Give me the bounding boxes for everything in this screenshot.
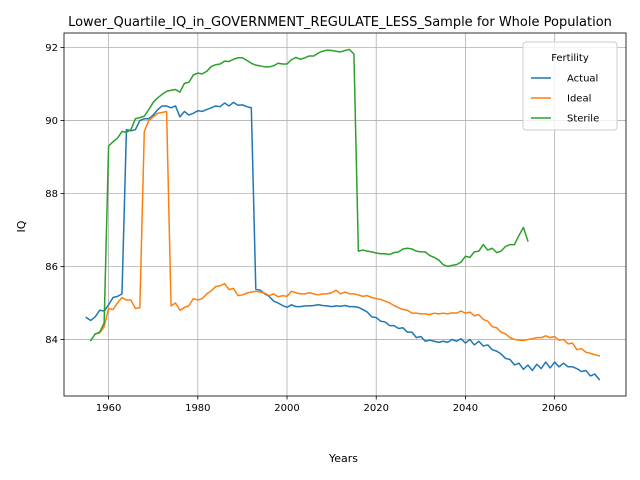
x-axis-ticks: 1960 1980 2000 2020 2040 2060 — [96, 396, 567, 414]
x-tick-label: 2040 — [453, 403, 478, 414]
legend: Fertility Actual Ideal Sterile — [522, 41, 618, 131]
x-axis-label: Years — [328, 452, 358, 465]
x-tick-label: 1960 — [96, 403, 121, 414]
y-tick-label: 86 — [45, 262, 58, 273]
chart-title: Lower_Quartile_IQ_in_GOVERNMENT_REGULATE… — [68, 15, 612, 30]
x-tick-label: 2020 — [363, 403, 388, 414]
legend-label-ideal: Ideal — [567, 94, 591, 105]
legend-label-sterile: Sterile — [567, 114, 599, 125]
y-tick-label: 84 — [45, 335, 58, 346]
plot-frame — [63, 32, 627, 397]
y-tick-label: 92 — [45, 43, 58, 54]
x-tick-label: 1980 — [185, 403, 210, 414]
series-line-ideal — [94, 110, 601, 357]
legend-box — [522, 41, 618, 131]
y-tick-label: 90 — [45, 116, 58, 127]
series-line-sterile — [89, 48, 529, 342]
legend-title: Fertility — [551, 53, 589, 64]
x-tick-label: 2060 — [542, 403, 567, 414]
y-axis-label: IQ — [15, 220, 28, 232]
series-line-actual — [85, 101, 601, 381]
y-tick-label: 88 — [45, 189, 58, 200]
series-lines — [85, 48, 601, 381]
x-tick-label: 2000 — [274, 403, 299, 414]
legend-label-actual: Actual — [567, 74, 598, 85]
y-axis-ticks: 84 86 88 90 92 — [45, 43, 64, 346]
